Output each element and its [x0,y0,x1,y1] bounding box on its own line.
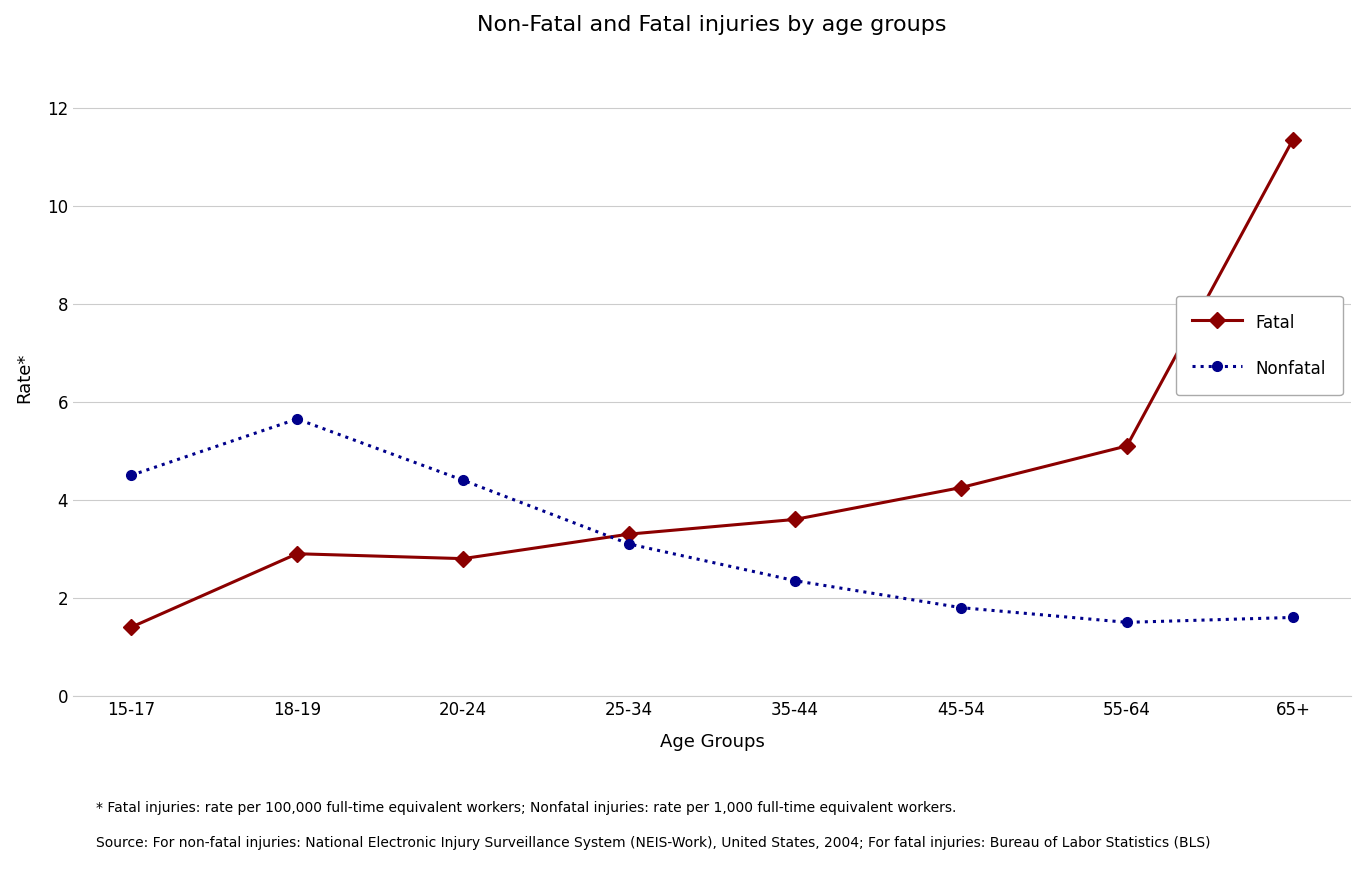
X-axis label: Age Groups: Age Groups [660,732,765,751]
Y-axis label: Rate*: Rate* [15,352,33,402]
Text: * Fatal injuries: rate per 100,000 full-time equivalent workers; Nonfatal injuri: * Fatal injuries: rate per 100,000 full-… [96,801,956,815]
Legend: Fatal, Nonfatal: Fatal, Nonfatal [1176,296,1343,395]
Title: Non-Fatal and Fatal injuries by age groups: Non-Fatal and Fatal injuries by age grou… [477,15,947,35]
Text: Source: For non-fatal injuries: National Electronic Injury Surveillance System (: Source: For non-fatal injuries: National… [96,836,1210,850]
